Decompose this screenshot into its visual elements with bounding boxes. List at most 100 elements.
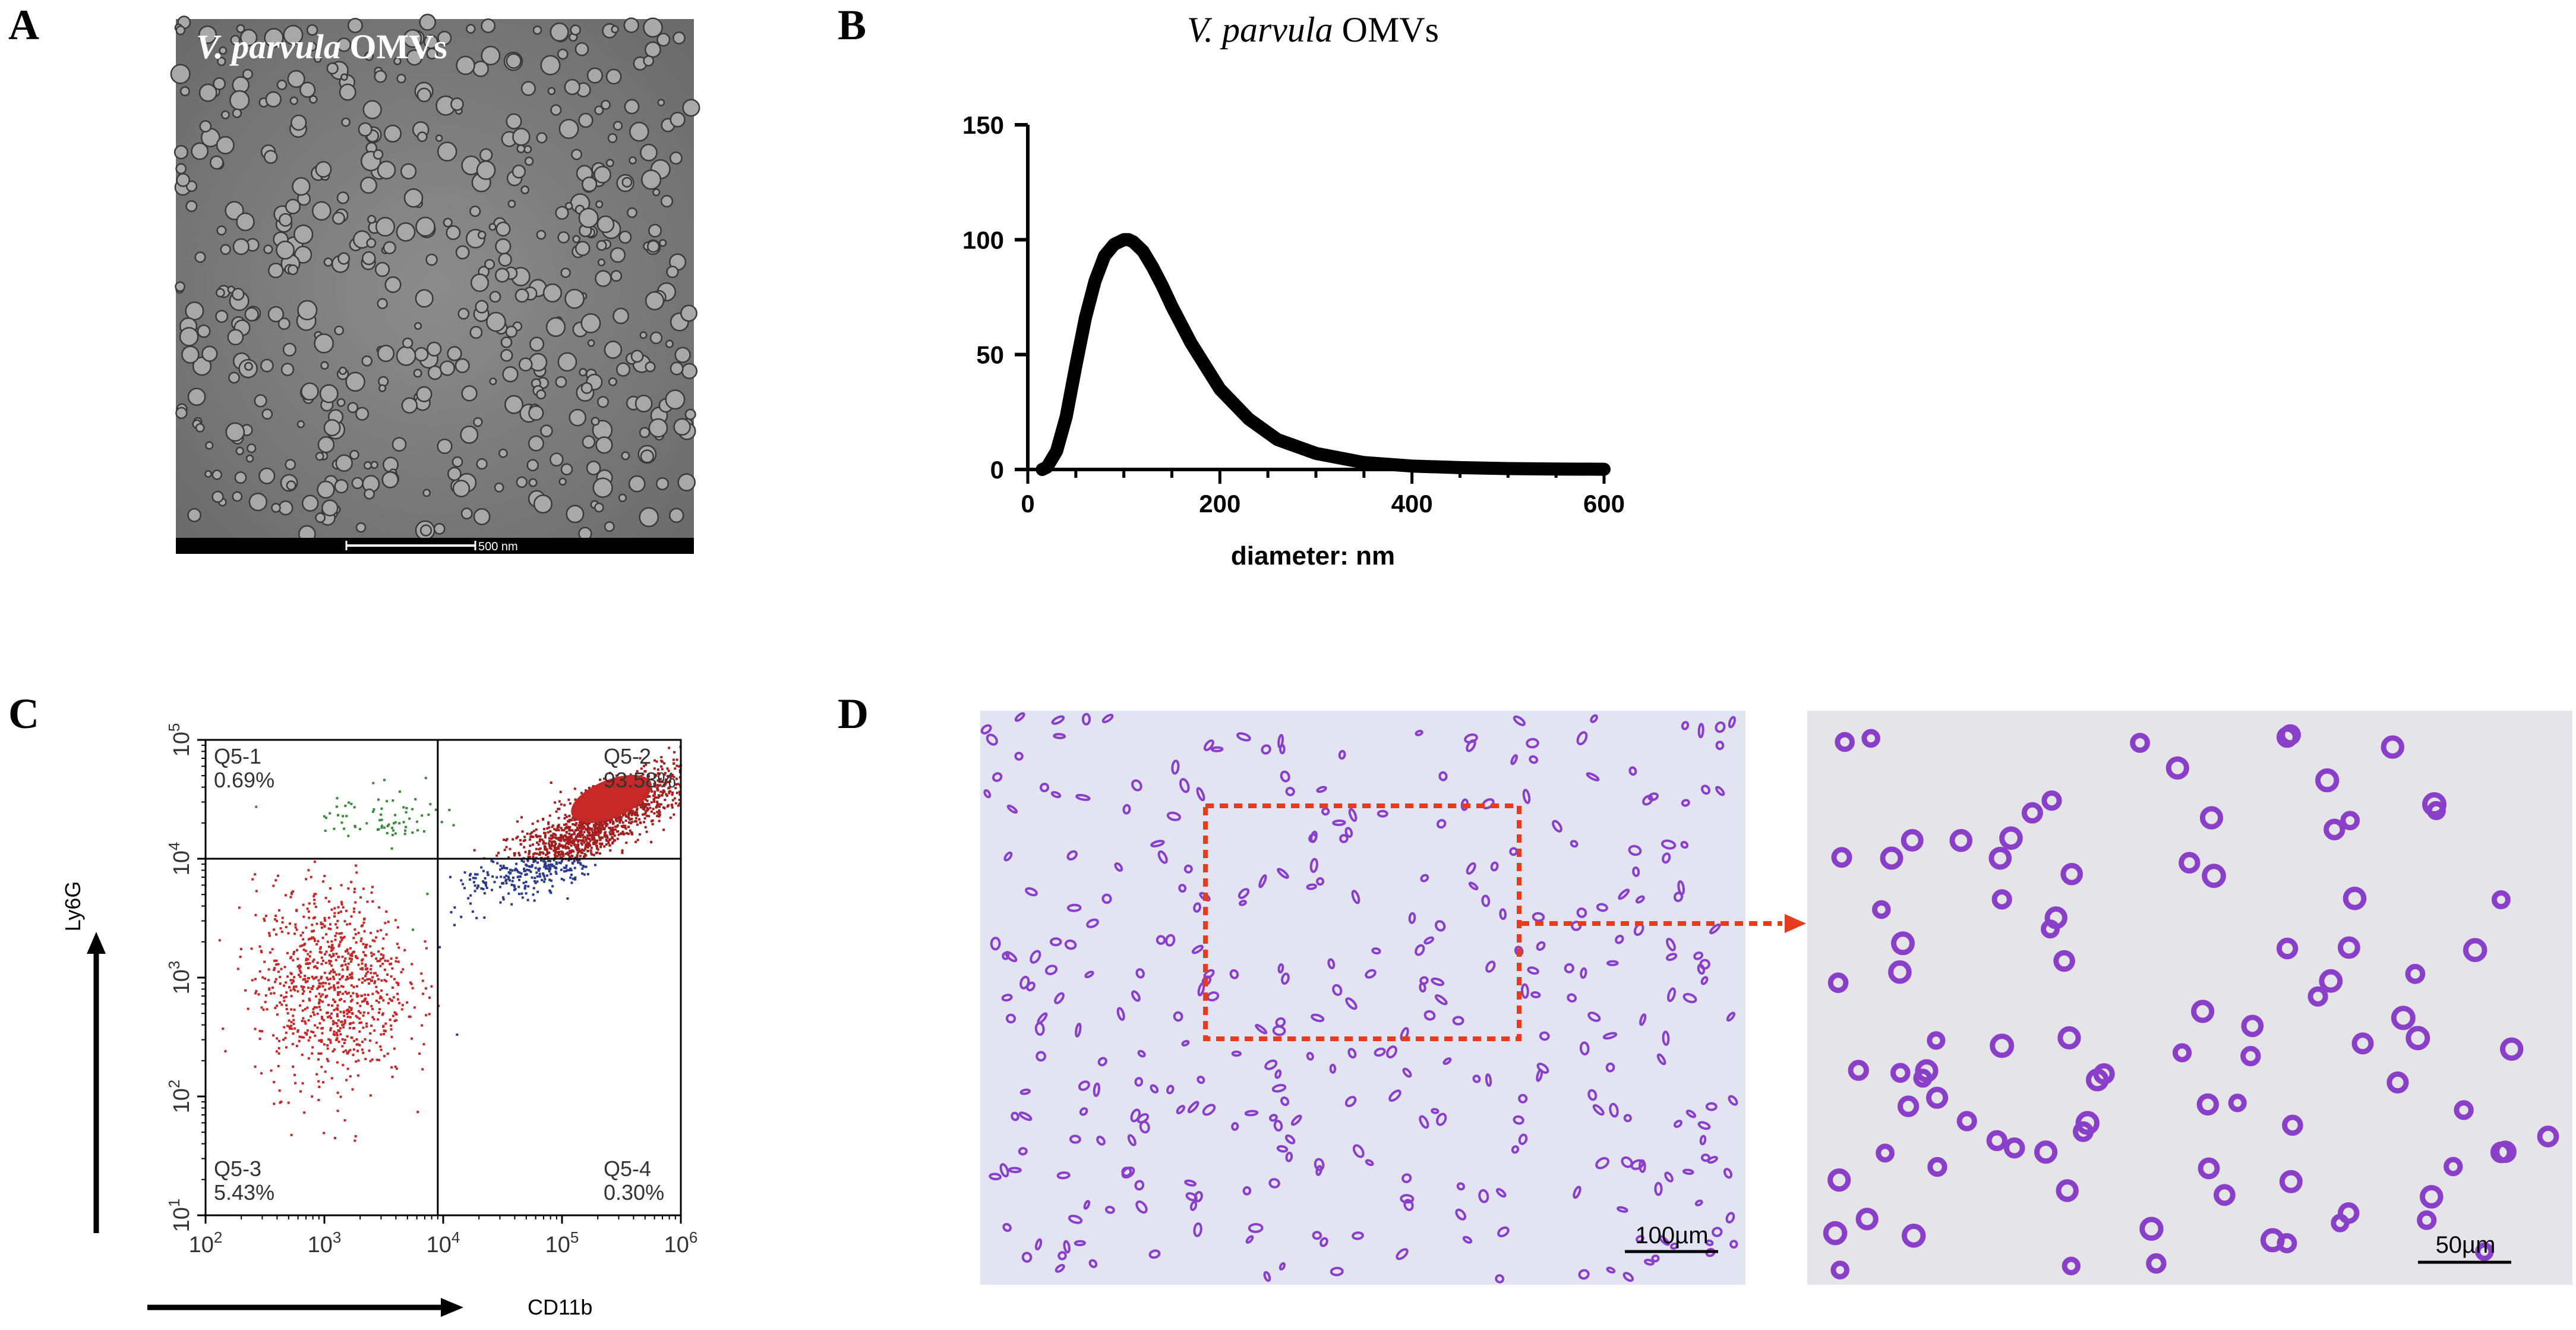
stained-cell: [2279, 1170, 2303, 1193]
right-scale-label: 50µm: [2436, 1232, 2496, 1258]
vesicle: [582, 435, 596, 449]
vesicle: [374, 261, 390, 278]
vesicle: [177, 15, 191, 30]
vesicle: [585, 225, 598, 239]
quadrant-value: 93.58%: [604, 768, 676, 792]
stained-cell: [1435, 920, 1446, 932]
stained-cell: [1699, 959, 1710, 970]
flow-tick-label: 101: [165, 1199, 194, 1233]
stained-cell: [1639, 1013, 1647, 1026]
stained-cell: [1018, 1147, 1028, 1156]
vesicle: [590, 500, 599, 509]
vesicle: [495, 267, 510, 283]
stained-cell: [1179, 778, 1190, 793]
vesicle: [489, 377, 497, 386]
stained-cell: [1278, 743, 1286, 755]
vesicle: [361, 255, 376, 270]
stained-cell: [2426, 800, 2446, 821]
vesicle: [594, 105, 604, 115]
vesicle: [681, 363, 698, 380]
vesicle: [454, 106, 463, 115]
vesicle: [629, 121, 649, 142]
stained-cell: [1697, 963, 1706, 975]
stained-cell: [1309, 858, 1318, 873]
stained-cell: [1990, 1033, 2015, 1058]
vesicle: [579, 368, 588, 377]
vesicle: [470, 273, 490, 292]
vesicle: [289, 96, 298, 105]
vesicle: [648, 223, 662, 238]
vesicle: [613, 307, 629, 324]
vesicle: [175, 406, 188, 420]
vesicle: [248, 492, 267, 512]
vesicle: [637, 445, 657, 464]
stained-cell: [1347, 1048, 1357, 1059]
stained-cell: [2086, 1068, 2109, 1092]
stained-cell: [1088, 1259, 1098, 1268]
stained-cell: [1338, 749, 1346, 760]
vesicle: [550, 22, 569, 42]
vesicle: [319, 451, 329, 461]
vesicle: [665, 339, 674, 348]
vesicle: [571, 149, 583, 160]
vesicle: [396, 74, 406, 84]
stained-cell: [1901, 829, 1924, 852]
vesicle: [640, 143, 658, 162]
stained-cell: [1310, 830, 1318, 843]
stained-cell: [2057, 1026, 2081, 1050]
vesicle: [326, 62, 339, 75]
flow-tick-label: 106: [664, 1228, 698, 1257]
stained-cell: [1002, 1222, 1012, 1232]
vesicle: [367, 215, 376, 224]
vesicle: [216, 225, 227, 236]
vesicle: [217, 56, 226, 67]
vesicle: [572, 322, 588, 338]
vesicle: [383, 456, 399, 473]
flow-tick-label: 104: [165, 842, 194, 876]
stained-cell: [1532, 912, 1545, 922]
vesicle: [336, 398, 346, 407]
vesicle: [505, 326, 517, 338]
vesicle: [321, 504, 338, 521]
stained-cell: [1423, 936, 1435, 945]
stained-cell: [1069, 1134, 1081, 1144]
vesicle: [361, 355, 372, 367]
vesicle: [358, 122, 372, 137]
vesicle: [185, 180, 198, 192]
stained-cell: [1148, 1249, 1161, 1259]
vesicle: [471, 172, 491, 193]
vesicle: [225, 422, 245, 442]
vesicle: [360, 177, 377, 194]
vesicle: [204, 470, 212, 478]
vesicle: [416, 131, 428, 142]
vesicle: [550, 452, 564, 467]
vesicle: [640, 449, 654, 464]
vesicle: [376, 345, 385, 354]
vesicle: [574, 42, 589, 56]
vesicle: [519, 404, 539, 423]
vesicle: [258, 467, 276, 484]
stained-cell: [1986, 1130, 2008, 1152]
vesicle: [282, 342, 296, 357]
stained-cell: [1202, 1104, 1216, 1116]
stained-cell: [1499, 908, 1507, 921]
vesicle: [557, 352, 577, 372]
stained-cell: [1316, 877, 1325, 886]
stained-cell: [1617, 1206, 1628, 1213]
stained-cell: [1667, 987, 1676, 1003]
stained-cell: [1196, 787, 1205, 802]
stained-cell: [1567, 993, 1577, 1003]
stained-cell: [1097, 1057, 1107, 1067]
vesicle: [678, 422, 696, 440]
vesicle: [601, 239, 611, 250]
vesicle: [175, 25, 186, 36]
vesicle: [443, 218, 453, 228]
vesicle: [524, 156, 534, 166]
stained-cell: [1436, 819, 1447, 829]
vesicle: [596, 215, 615, 234]
vesicle: [324, 475, 338, 489]
stained-cell: [1656, 1053, 1666, 1066]
vesicle: [331, 255, 350, 273]
vesicle: [498, 253, 512, 267]
stained-cell: [1034, 1238, 1043, 1251]
